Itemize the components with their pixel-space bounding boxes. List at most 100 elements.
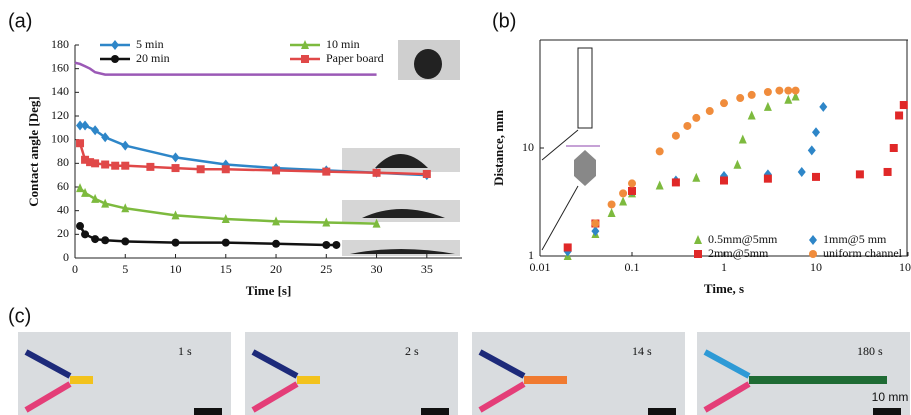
marker xyxy=(591,226,599,236)
marker xyxy=(373,169,381,177)
marker xyxy=(608,208,616,217)
marker xyxy=(720,177,728,185)
marker xyxy=(692,173,700,182)
y-tick-label: 180 xyxy=(51,37,69,51)
marker xyxy=(764,102,772,111)
marker xyxy=(76,183,84,192)
marker xyxy=(146,163,154,171)
marker xyxy=(656,147,664,155)
marker xyxy=(81,230,89,238)
scale-bar xyxy=(194,408,222,415)
marker xyxy=(798,167,806,177)
scale-bar xyxy=(648,408,676,415)
marker xyxy=(121,141,129,151)
marker xyxy=(733,160,741,169)
y-tick-label: 1 xyxy=(528,248,534,262)
marker xyxy=(809,235,817,245)
marker xyxy=(784,87,792,95)
y-tick-label: 80 xyxy=(57,155,69,169)
marker xyxy=(809,250,817,258)
y-axis-label: Contact angle [Deg] xyxy=(26,96,41,206)
marker xyxy=(739,134,747,143)
marker xyxy=(808,145,816,155)
marker xyxy=(564,243,572,251)
scale-bar xyxy=(421,408,449,415)
marker xyxy=(608,200,616,208)
figure: (a) (b) (c) 1 s2 s14 s180 s10 mm 0510152… xyxy=(0,0,911,415)
x-tick-label: 10 xyxy=(170,262,182,276)
marker xyxy=(121,162,129,170)
marker xyxy=(683,122,691,130)
x-tick-label: 100 xyxy=(899,260,911,274)
marker xyxy=(900,101,908,109)
marker xyxy=(172,164,180,172)
channel-reservoir xyxy=(574,150,596,186)
marker xyxy=(423,170,431,178)
marker xyxy=(784,95,792,104)
series-line xyxy=(80,226,336,245)
droplet xyxy=(414,49,442,79)
x-axis-label: Time [s] xyxy=(246,283,292,298)
marker xyxy=(272,166,280,174)
marker xyxy=(111,162,119,170)
photo xyxy=(18,332,231,415)
marker xyxy=(619,189,627,197)
marker xyxy=(812,173,820,181)
marker xyxy=(856,170,864,178)
marker xyxy=(591,219,599,227)
y-axis-label: Distance, mm xyxy=(491,110,506,186)
marker xyxy=(720,99,728,107)
legend-label: 20 min xyxy=(136,51,170,65)
legend-label: uniform channel xyxy=(823,246,903,260)
marker xyxy=(332,241,340,249)
marker xyxy=(272,240,280,248)
photo xyxy=(245,332,458,415)
time-label: 180 s xyxy=(857,344,883,358)
marker xyxy=(76,222,84,230)
y-tick-label: 10 xyxy=(522,140,534,154)
marker xyxy=(111,40,119,50)
marker xyxy=(91,159,99,167)
x-tick-label: 15 xyxy=(220,262,232,276)
marker xyxy=(76,139,84,147)
marker xyxy=(884,168,892,176)
x-tick-label: 0.01 xyxy=(530,260,551,274)
marker xyxy=(222,239,230,247)
legend-label: 1mm@5 mm xyxy=(823,232,887,246)
legend-label: 0.5mm@5mm xyxy=(708,232,778,246)
arrow xyxy=(542,186,578,250)
marker xyxy=(819,102,827,112)
panel-label: (c) xyxy=(8,305,31,327)
x-tick-label: 1 xyxy=(721,260,727,274)
marker xyxy=(792,87,800,95)
marker xyxy=(812,127,820,137)
photo xyxy=(472,332,685,415)
time-label: 1 s xyxy=(178,344,192,358)
marker xyxy=(172,152,180,162)
x-tick-label: 30 xyxy=(371,262,383,276)
marker xyxy=(172,239,180,247)
x-tick-label: 0.1 xyxy=(625,260,640,274)
marker xyxy=(111,55,119,63)
scale-bar xyxy=(873,408,901,415)
marker xyxy=(81,120,89,130)
legend-label: 2mm@5mm xyxy=(708,246,769,260)
marker xyxy=(197,165,205,173)
marker xyxy=(672,132,680,140)
marker xyxy=(692,114,700,122)
marker xyxy=(628,187,636,195)
y-tick-label: 140 xyxy=(51,84,69,98)
marker xyxy=(656,180,664,189)
x-tick-label: 35 xyxy=(421,262,433,276)
time-label: 14 s xyxy=(632,344,652,358)
marker xyxy=(748,110,756,119)
marker xyxy=(619,196,627,205)
marker xyxy=(764,88,772,96)
x-tick-label: 20 xyxy=(270,262,282,276)
legend-label: Paper board xyxy=(326,51,384,65)
marker xyxy=(301,55,309,63)
y-tick-label: 100 xyxy=(51,131,69,145)
marker xyxy=(322,168,330,176)
time-label: 2 s xyxy=(405,344,419,358)
marker xyxy=(91,235,99,243)
